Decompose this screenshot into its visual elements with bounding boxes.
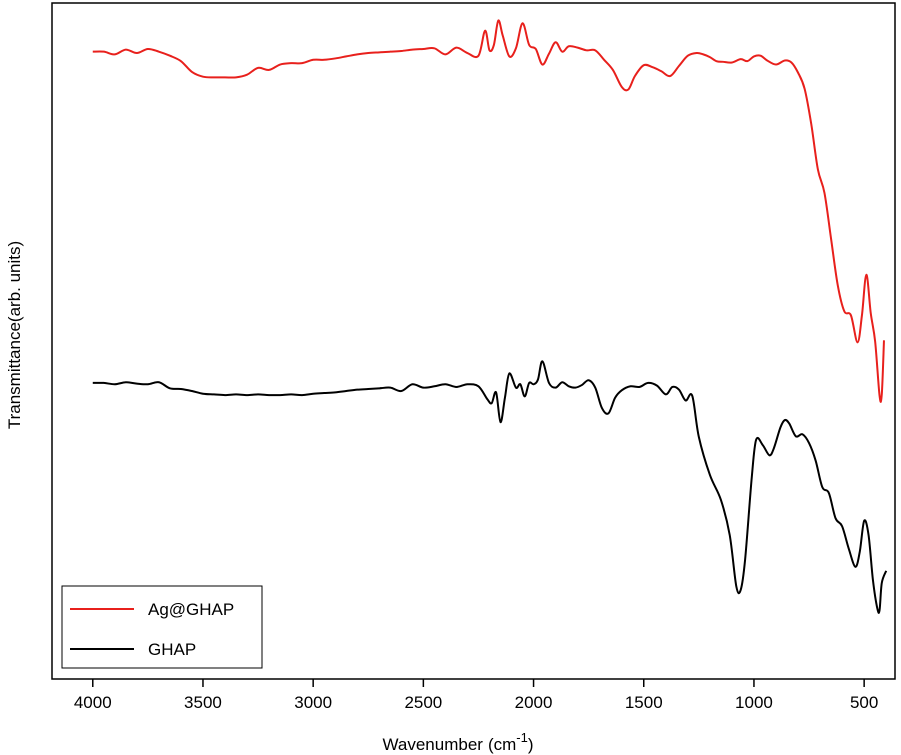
x-axis-unit-sup: -1: [516, 730, 528, 745]
x-tick-label: 2500: [404, 693, 442, 712]
series-line-ghap: [92, 360, 888, 614]
legend-label-ag-ghap: Ag@GHAP: [148, 600, 234, 619]
x-tick-label: 3000: [294, 693, 332, 712]
x-tick-label: 500: [850, 693, 878, 712]
x-axis-unit-prefix: (cm: [488, 735, 516, 754]
x-tick-label: 1500: [625, 693, 663, 712]
x-tick-label: 3500: [184, 693, 222, 712]
x-axis-unit-suffix: ): [528, 735, 534, 754]
x-axis-title: Wavenumber (cm-1): [382, 730, 533, 754]
legend: Ag@GHAP GHAP: [61, 585, 263, 669]
x-axis-title-main: Wavenumber: [382, 735, 483, 754]
x-tick-label: 1000: [735, 693, 773, 712]
y-axis-title: Transmittance(arb. units): [5, 241, 24, 429]
legend-box: [61, 585, 263, 669]
x-ticks: 4000 3500 3000 2500 2000 1500 1000 500: [74, 679, 878, 712]
x-tick-label: 4000: [74, 693, 112, 712]
plot-frame: [51, 2, 896, 680]
series-layer: [92, 19, 888, 614]
x-tick-label: 2000: [515, 693, 553, 712]
series-line-ag-ghap: [92, 19, 885, 403]
legend-label-ghap: GHAP: [148, 640, 196, 659]
